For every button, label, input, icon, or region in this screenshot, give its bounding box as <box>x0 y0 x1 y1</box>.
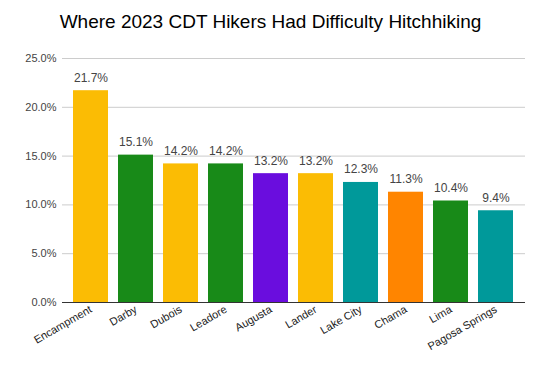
svg-text:15.0%: 15.0% <box>25 150 56 162</box>
svg-text:10.4%: 10.4% <box>434 181 468 195</box>
svg-text:14.2%: 14.2% <box>209 144 243 158</box>
svg-text:5.0%: 5.0% <box>31 247 56 259</box>
svg-text:Chama: Chama <box>372 302 409 331</box>
svg-text:Lander: Lander <box>283 303 319 331</box>
svg-text:13.2%: 13.2% <box>254 154 288 168</box>
svg-text:20.0%: 20.0% <box>25 101 56 113</box>
html-text:Where 2023 CDT Hikers Had Diff: Where 2023 CDT Hikers Had Difficulty Hit… <box>59 11 482 32</box>
svg-text:Leadore: Leadore <box>188 303 229 334</box>
svg-text:15.1%: 15.1% <box>119 135 153 149</box>
svg-text:Encampment: Encampment <box>32 303 94 346</box>
svg-text:Pagosa Springs: Pagosa Springs <box>425 303 499 352</box>
svg-text:14.2%: 14.2% <box>164 144 198 158</box>
svg-text:Lake City: Lake City <box>318 303 364 337</box>
svg-text:12.3%: 12.3% <box>344 162 378 176</box>
svg-text:25.0%: 25.0% <box>25 52 56 64</box>
svg-text:Lima: Lima <box>427 302 454 325</box>
svg-text:0.0%: 0.0% <box>31 296 56 308</box>
svg-text:9.4%: 9.4% <box>482 191 510 205</box>
svg-text:Dubois: Dubois <box>148 303 184 331</box>
svg-text:13.2%: 13.2% <box>299 154 333 168</box>
svg-text:11.3%: 11.3% <box>389 172 422 186</box>
svg-text:21.7%: 21.7% <box>74 71 108 85</box>
svg-text:10.0%: 10.0% <box>25 198 56 210</box>
svg-text:Augusta: Augusta <box>233 302 275 333</box>
svg-text:Darby: Darby <box>107 303 139 328</box>
